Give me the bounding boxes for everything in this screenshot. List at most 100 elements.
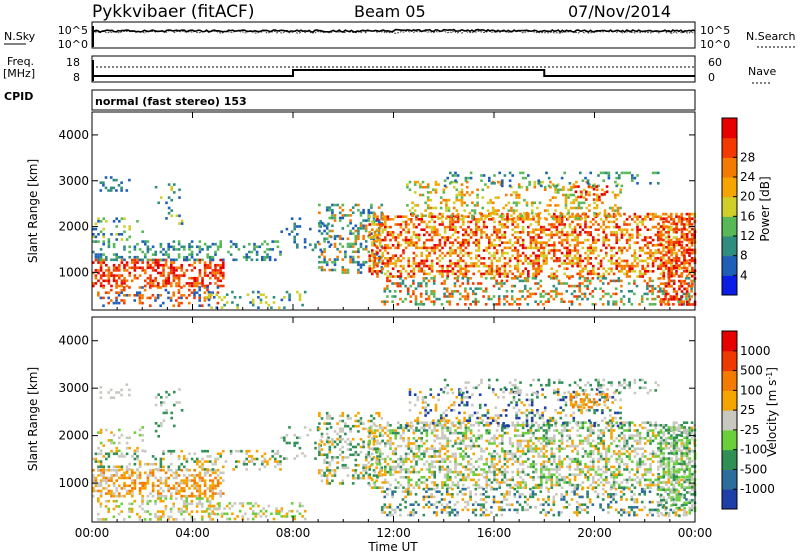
heatmap-cell [362,422,365,425]
heatmap-cell [367,445,371,449]
heatmap-cell [123,258,126,262]
heatmap-cell [415,426,418,430]
heatmap-cell [603,191,607,194]
heatmap-cell [443,426,447,430]
heatmap-cell [573,295,576,298]
heatmap-cell [351,469,355,472]
heatmap-cell [510,214,513,218]
heatmap-cell [133,255,137,259]
heatmap-cell [553,251,556,255]
heatmap-cell [578,287,582,290]
heatmap-cell [672,264,676,268]
heatmap-cell [614,193,617,197]
heatmap-cell [497,282,501,285]
heatmap-cell [404,457,408,461]
heatmap-cell [280,509,284,513]
heatmap-cell [488,218,491,221]
heatmap-cell [571,238,574,242]
heatmap-cell [691,238,694,241]
heatmap-cell [331,208,334,212]
heatmap-cell [572,183,576,186]
heatmap-cell [447,198,451,202]
heatmap-cell [683,238,686,241]
heatmap-cell [662,223,665,226]
heatmap-cell [477,287,480,290]
heatmap-cell [386,442,390,445]
heatmap-cell [115,286,118,289]
heatmap-cell [667,238,670,242]
heatmap-cell [518,297,522,301]
heatmap-cell [159,492,163,495]
heatmap-cell [607,212,611,216]
heatmap-cell [454,264,457,268]
heatmap-cell [451,220,455,224]
heatmap-cell [351,424,355,428]
heatmap-cell [485,233,488,237]
heatmap-cell [633,215,637,218]
heatmap-cell [480,275,483,278]
heatmap-cell [378,434,382,437]
heatmap-cell [303,426,307,429]
heatmap-cell [120,274,124,277]
heatmap-cell [675,236,678,239]
heatmap-cell [99,428,103,432]
heatmap-cell [105,479,108,482]
heatmap-cell [433,473,436,476]
heatmap-cell [162,494,165,498]
heatmap-cell [529,254,533,257]
heatmap-cell [553,249,556,252]
heatmap-cell [296,290,299,294]
heatmap-cell [521,176,525,180]
heatmap-cell [404,455,408,458]
heatmap-cell [320,479,324,483]
heatmap-cell [467,244,470,247]
heatmap-cell [316,428,320,432]
heatmap-cell [254,515,258,518]
heatmap-cell [462,218,465,221]
heatmap-cell [646,292,649,296]
heatmap-cell [563,246,566,250]
heatmap-cell [592,184,595,188]
heatmap-cell [201,282,204,285]
heatmap-cell [92,240,95,243]
heatmap-cell [581,212,585,216]
heatmap-cell [318,471,321,475]
heatmap-cell [298,446,302,450]
heatmap-cell [94,476,98,480]
heatmap-cell [276,449,280,453]
heatmap-cell [428,272,431,276]
heatmap-cell [441,468,444,471]
heatmap-cell [141,481,144,485]
heatmap-cell [641,267,644,270]
heatmap-cell [463,193,466,197]
heatmap-cell [216,291,220,294]
heatmap-cell [188,479,191,482]
colorbar-tick-label: 20 [740,190,755,204]
heatmap-cell [362,211,365,215]
heatmap-cell [99,258,103,262]
heatmap-cell [607,282,610,285]
heatmap-cell [266,253,269,256]
heatmap-cell [680,272,684,275]
heatmap-cell [118,476,121,480]
heatmap-cell [423,228,426,231]
heatmap-cell [381,215,384,218]
heatmap-cell [525,188,529,192]
heatmap-cell [620,231,624,234]
heatmap-cell [623,233,626,237]
heatmap-cell [511,220,514,224]
heatmap-cell [670,261,673,265]
heatmap-cell [559,214,563,218]
heatmap-cell [389,470,392,474]
heatmap-cell [445,206,448,210]
heatmap-cell [196,481,199,485]
heatmap-cell [449,223,452,226]
heatmap-cell [354,240,358,243]
heatmap-cell [612,262,616,265]
heatmap-cell [607,174,611,177]
heatmap-cell [258,468,261,471]
heatmap-cell [170,474,173,477]
heatmap-cell [198,288,201,292]
heatmap-cell [123,455,126,458]
heatmap-cell [225,512,229,516]
